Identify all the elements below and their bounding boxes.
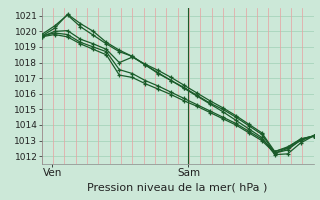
X-axis label: Pression niveau de la mer( hPa ): Pression niveau de la mer( hPa ) <box>87 182 268 192</box>
